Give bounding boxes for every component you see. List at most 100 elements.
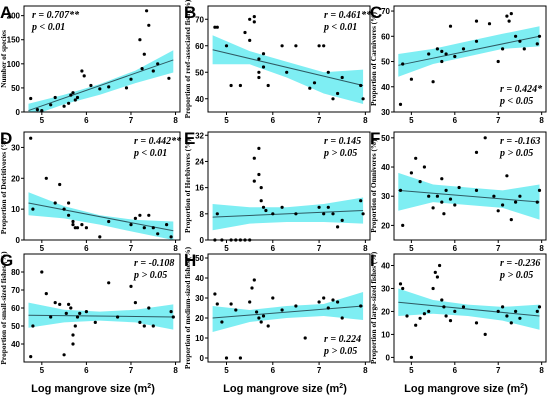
data-point [418, 180, 422, 184]
data-point [317, 205, 321, 209]
y-tick-label: 50 [11, 322, 20, 331]
data-point [427, 52, 431, 56]
data-point [78, 311, 82, 315]
data-point [361, 212, 365, 216]
y-tick-label: 0 [200, 236, 205, 245]
panel-letter: I [370, 251, 375, 270]
x-tick-label: 6 [453, 116, 458, 125]
stat-r: r = 0.442** [134, 136, 182, 147]
data-point [401, 223, 405, 227]
data-point [167, 76, 171, 80]
data-point [405, 314, 409, 318]
stat-p: p > 0.05 [499, 270, 533, 281]
data-point [440, 298, 444, 302]
data-point [53, 201, 57, 205]
x-tick-label: 6 [453, 244, 458, 253]
x-tick-label: 8 [173, 366, 178, 375]
y-tick-label: 20 [11, 174, 20, 183]
data-point [35, 108, 40, 112]
confidence-band [212, 35, 364, 105]
y-tick-label: 150 [7, 36, 21, 45]
data-point [294, 44, 298, 48]
y-tick-label: 0 [386, 353, 391, 362]
data-point [483, 136, 487, 140]
data-point [40, 109, 44, 113]
data-point [303, 336, 307, 340]
y-tick-label: 32 [195, 131, 204, 140]
data-point [505, 314, 509, 318]
x-tick-label: 6 [84, 244, 89, 253]
data-point [107, 219, 111, 224]
data-point [257, 146, 261, 150]
data-point [93, 320, 97, 324]
data-point [213, 292, 217, 296]
stat-r: r = 0.461** [324, 10, 372, 21]
y-tick-label: 50 [195, 68, 204, 77]
data-point [448, 197, 453, 201]
data-point [518, 39, 522, 43]
x-tick-label: 5 [409, 366, 414, 375]
data-point [71, 333, 75, 337]
data-point [238, 83, 242, 88]
data-point [169, 235, 173, 239]
data-point [69, 306, 73, 310]
data-point [80, 223, 84, 227]
data-point [224, 44, 229, 48]
y-tick-label: 40 [195, 95, 204, 104]
y-tick-label: 200 [7, 12, 21, 21]
plot-frame [23, 5, 181, 113]
data-point [75, 226, 80, 230]
data-point [71, 219, 75, 224]
data-point [80, 69, 84, 73]
data-point [448, 319, 453, 323]
y-tick-label: 30 [195, 294, 204, 303]
data-point [261, 65, 266, 69]
y-axis-label: Proportion of Omnivores (%) [369, 139, 378, 233]
data-point [252, 15, 256, 19]
y-tick-label: 16 [195, 184, 204, 193]
x-tick-label: 7 [129, 116, 134, 125]
data-point [84, 310, 88, 314]
data-point [67, 213, 71, 217]
data-point [326, 70, 330, 74]
x-tick-label: 5 [40, 366, 45, 375]
stat-r: r = 0.224 [324, 334, 361, 345]
y-axis-label: Number of species [0, 30, 8, 88]
data-point [29, 136, 33, 140]
x-axis-label-tail: ) [524, 383, 528, 395]
regression-line [212, 305, 364, 319]
data-point [129, 284, 133, 288]
data-point [431, 286, 435, 291]
y-tick-label: 60 [11, 304, 20, 313]
data-point [215, 25, 219, 29]
data-point [340, 75, 344, 80]
panel-letter: B [184, 3, 196, 22]
y-tick-label: 70 [195, 15, 204, 24]
data-point [250, 286, 254, 290]
data-point [255, 310, 259, 314]
y-axis-label: Proportion of Herbivores (%) [183, 138, 192, 232]
data-point [69, 93, 73, 97]
x-tick-label: 5 [409, 116, 414, 125]
data-point [444, 188, 448, 192]
y-tick-label: 0 [16, 108, 21, 117]
data-point [483, 332, 487, 336]
x-tick-label: 6 [84, 366, 89, 375]
y-tick-label: 0 [200, 354, 205, 363]
data-point [107, 85, 111, 89]
y-tick-label: 40 [195, 274, 204, 283]
data-point [285, 70, 289, 74]
data-point [492, 194, 496, 198]
data-point [44, 176, 48, 180]
data-point [142, 226, 146, 230]
x-tick-label: 8 [539, 244, 544, 253]
data-point [322, 212, 326, 216]
data-point [501, 203, 505, 207]
stat-r: r = 0.145 [324, 136, 361, 147]
data-point [257, 316, 261, 320]
data-point [409, 355, 413, 359]
data-point [336, 300, 340, 304]
data-point [461, 305, 466, 309]
